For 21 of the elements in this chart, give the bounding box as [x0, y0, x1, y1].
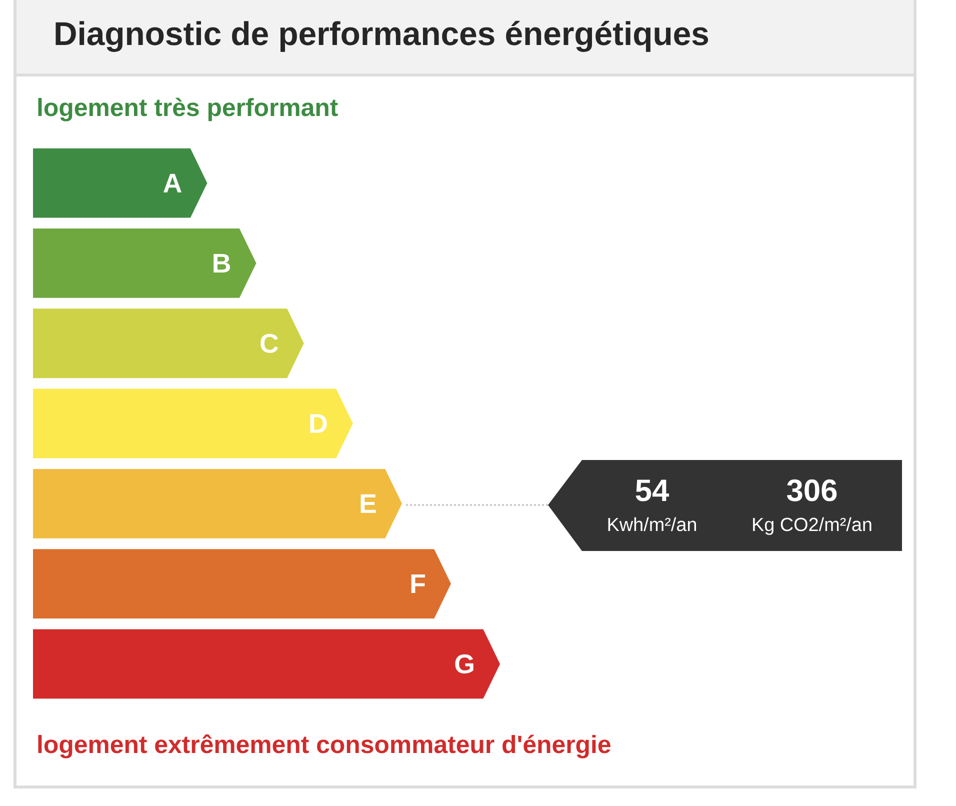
y-tick-label: A [163, 174, 182, 192]
text: 306 [786, 479, 837, 502]
text: Kwh/m²/an [608, 517, 696, 532]
y-tick-label: E [360, 494, 376, 513]
y-tick-label: C [260, 334, 278, 353]
bar [33, 308, 304, 378]
bar [33, 148, 208, 218]
chart-title: Diagnostic de performances énergétiques [56, 20, 708, 52]
y-tick-label: G [455, 654, 474, 674]
y-tick-label: B [214, 254, 230, 272]
bar [33, 629, 500, 699]
y-tick-label: D [310, 414, 327, 433]
y-tick-label: F [411, 574, 425, 594]
bar [33, 228, 256, 298]
text: 54 [636, 480, 670, 502]
text: logement extrêmement consommateur d'énergie [38, 734, 610, 758]
text: Kg CO2/m²/an [753, 517, 872, 535]
chart-subtitle: logement très performant [38, 98, 338, 122]
bar [33, 388, 353, 458]
bar [33, 549, 451, 618]
bar [33, 468, 402, 538]
